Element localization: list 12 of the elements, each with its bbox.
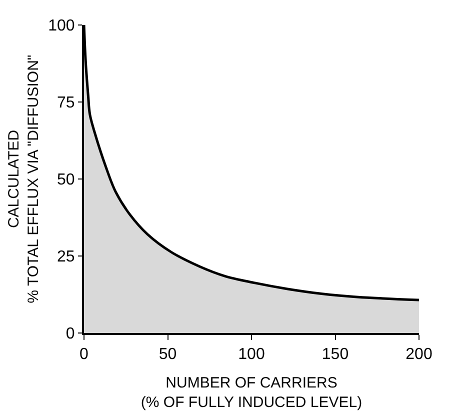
- x-tick-label: 200: [406, 346, 432, 364]
- y-tick-label: 50: [57, 172, 75, 189]
- x-tick-label: 100: [238, 346, 265, 364]
- x-tick-label: 150: [322, 346, 349, 364]
- y-tick-label: 25: [57, 248, 75, 266]
- x-tick-label: 50: [158, 346, 177, 364]
- y-axis-title: CALCULATED % TOTAL EFFLUX VIA "DIFFUSION": [5, 54, 42, 304]
- x-axis-title: NUMBER OF CARRIERS (% OF FULLY INDUCED LEVEL): [140, 374, 362, 412]
- y-tick-label: 100: [48, 18, 75, 35]
- y-tick-label: 75: [57, 94, 75, 112]
- y-tick-label: 0: [66, 326, 75, 343]
- x-tick-label: 0: [80, 346, 89, 364]
